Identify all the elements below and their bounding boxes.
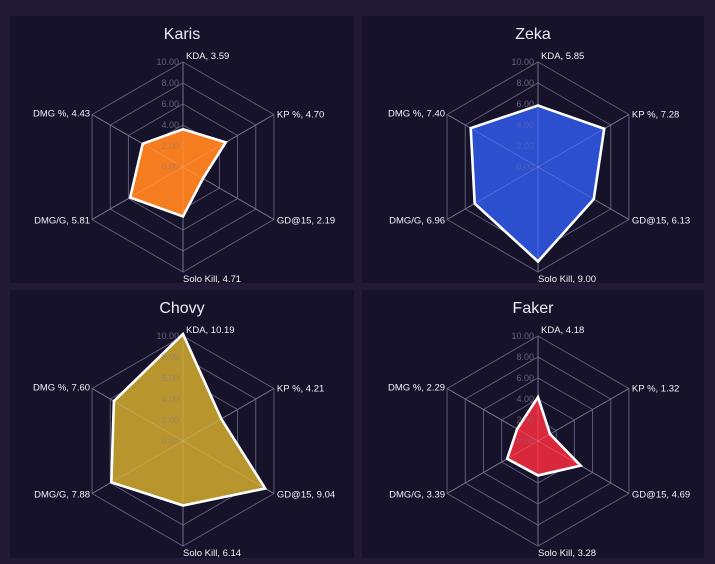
data-polygon [469,104,606,264]
axis-label: Solo Kill, 3.28 [538,548,596,558]
data-polygon [505,394,584,477]
svg-text:6.00: 6.00 [161,373,179,383]
svg-text:0.00: 0.00 [161,436,179,446]
tick-label: 8.00 [161,78,179,88]
axis-spoke [537,388,630,442]
tick-label: 10.00 [511,57,534,67]
tick-label: 10.00 [156,57,179,67]
axis-label: GD@15, 9.04 [277,490,335,501]
axis-label: KDA, 5.85 [541,51,584,62]
svg-text:2.00: 2.00 [516,141,534,151]
svg-text:4.00: 4.00 [516,394,534,404]
data-polygon [128,127,228,219]
axis-label: DMG %, 7.60 [33,383,90,394]
tick-label: 6.00 [516,373,534,383]
svg-text:6.00: 6.00 [516,373,534,383]
radar-chart: 0.002.004.006.008.0010.000.002.004.006.0… [388,325,690,558]
axis-label: KDA, 3.59 [186,51,229,62]
chart-title: Zeka [515,26,551,43]
axis-label: KDA, 4.18 [541,325,584,336]
axis-label: DMG/G, 6.96 [389,216,445,227]
axis-label: KDA, 10.19 [186,325,235,336]
tick-label: 8.00 [516,352,534,362]
axis-label: Solo Kill, 6.14 [183,548,241,558]
svg-text:6.00: 6.00 [161,99,179,109]
axis-label: DMG/G, 7.88 [34,490,90,501]
axis-label: GD@15, 6.13 [632,216,690,227]
axis-label: DMG/G, 5.81 [34,216,90,227]
data-polygon [110,331,268,507]
svg-text:8.00: 8.00 [516,78,534,88]
svg-text:0.00: 0.00 [516,162,534,172]
svg-text:10.00: 10.00 [156,331,179,341]
axis-label: Solo Kill, 9.00 [538,274,596,283]
tick-label: 4.00 [516,394,534,404]
chart-title: Faker [512,300,554,317]
svg-text:2.00: 2.00 [516,415,534,425]
svg-text:0.00: 0.00 [516,436,534,446]
axis-label: Solo Kill, 4.71 [183,274,241,283]
svg-text:10.00: 10.00 [156,57,179,67]
svg-text:4.00: 4.00 [161,394,179,404]
tick-label: 8.00 [516,78,534,88]
axis-label: DMG %, 2.29 [388,383,445,394]
chart-title: Chovy [159,300,205,317]
radar-chart: 0.002.004.006.008.0010.000.002.004.006.0… [388,51,690,283]
svg-text:8.00: 8.00 [161,352,179,362]
radar-chart: 0.002.004.006.008.0010.000.002.004.006.0… [33,51,335,283]
svg-text:8.00: 8.00 [516,352,534,362]
axis-label: KP %, 1.32 [632,384,679,395]
axis-label: KP %, 4.70 [277,110,324,121]
axis-label: GD@15, 4.69 [632,490,690,501]
tick-label: 6.00 [161,99,179,109]
axis-label: DMG %, 4.43 [33,109,90,120]
axis-label: DMG/G, 3.39 [389,490,445,501]
radar-panel-zeka: Zeka 0.002.004.006.008.0010.000.002.004.… [362,16,704,283]
radar-panel-chovy: Chovy 0.002.004.006.008.0010.000.002.004… [10,290,354,558]
axis-label: KP %, 4.21 [277,384,324,395]
tick-label: 10.00 [511,331,534,341]
axis-label: KP %, 7.28 [632,110,679,121]
svg-text:2.00: 2.00 [161,141,179,151]
tick-label: 10.00 [156,331,179,341]
tick-label: 6.00 [516,99,534,109]
svg-text:6.00: 6.00 [516,99,534,109]
tick-label: 4.00 [161,120,179,130]
chart-title: Karis [163,26,201,43]
svg-text:0.00: 0.00 [161,162,179,172]
radar-panel-faker: Faker 0.002.004.006.008.0010.000.002.004… [362,290,704,558]
svg-text:10.00: 10.00 [511,331,534,341]
svg-text:4.00: 4.00 [161,120,179,130]
svg-text:10.00: 10.00 [511,57,534,67]
radar-chart: 0.002.004.006.008.0010.000.002.004.006.0… [33,325,335,558]
svg-text:4.00: 4.00 [516,120,534,130]
svg-text:8.00: 8.00 [161,78,179,88]
axis-label: DMG %, 7.40 [388,109,445,120]
radar-panel-karis: Karis 0.002.004.006.008.0010.000.002.004… [10,16,354,283]
axis-label: GD@15, 2.19 [277,216,335,227]
svg-text:2.00: 2.00 [161,415,179,425]
